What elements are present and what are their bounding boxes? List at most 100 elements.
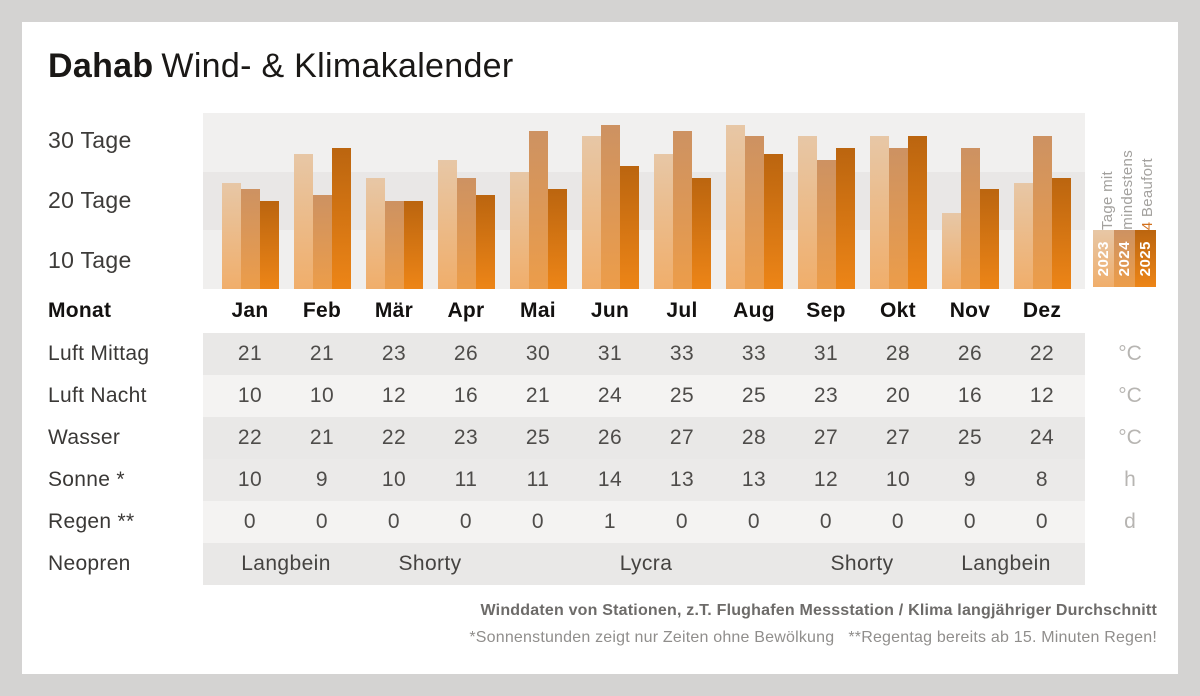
row-background [203, 375, 1085, 417]
row-cells-wasser: 22 21 22 23 25 26 27 28 27 27 25 24 [203, 417, 1085, 459]
value-sonne--aug: 13 [741, 468, 767, 491]
bar-2025-maer [403, 201, 423, 289]
row-cells-luft-mittag: 21 21 23 26 30 31 33 33 31 28 26 22 [203, 333, 1085, 375]
row-label-regen: Regen ** [48, 510, 135, 533]
value-regen--jun: 1 [603, 510, 617, 533]
neopren-segment-0-langbein: Langbein [241, 552, 331, 575]
y-axis-label-20: 20 Tage [48, 187, 132, 213]
value-regen--apr: 0 [459, 510, 473, 533]
value-sonne--feb: 9 [315, 468, 329, 491]
bar-group-jul [653, 131, 711, 289]
footer-note-rain: **Regentag bereits ab 15. Minuten Regen! [848, 629, 1157, 646]
value-luft-nacht-aug: 25 [741, 384, 767, 407]
value-luft-nacht-dez: 12 [1029, 384, 1055, 407]
bar-group-maer [365, 178, 423, 289]
table-row-sonne: Sonne * 10 9 10 11 11 14 13 13 12 10 9 8 h [22, 459, 1178, 501]
bar-group-mai [509, 131, 567, 289]
value-regen--nov: 0 [963, 510, 977, 533]
legend-caption-line-2: mindestens [1119, 150, 1136, 230]
value-luft-mittag-feb: 21 [309, 342, 335, 365]
unit-regen: d [1124, 510, 1136, 533]
bar-group-dez [1013, 136, 1071, 289]
bar-group-okt [869, 136, 927, 289]
value-luft-mittag-mai: 30 [525, 342, 551, 365]
bar-2025-jun [619, 166, 639, 289]
bar-2023-dez [1013, 183, 1033, 289]
bar-2025-okt [907, 136, 927, 289]
row-background [203, 333, 1085, 375]
value-luft-nacht-mai: 21 [525, 384, 551, 407]
legend-swatch-2025: 2025 [1135, 230, 1156, 287]
bar-group-apr [437, 160, 495, 289]
value-wasser-jun: 26 [597, 426, 623, 449]
legend-caption-line-3: 4 Beaufort [1138, 158, 1158, 230]
table-header-row: Monat Jan Feb Mär Apr Mai Jun Jul Aug Sep Okt Nov D… [22, 290, 1178, 332]
row-label-luft-nacht: Luft Nacht [48, 384, 147, 407]
y-axis-label-10: 10 Tage [48, 247, 132, 273]
month-header-jul: Jul [666, 299, 698, 322]
unit-luft-mittag: °C [1118, 342, 1142, 365]
value-luft-mittag-jun: 31 [597, 342, 623, 365]
value-regen--jan: 0 [243, 510, 257, 533]
y-axis-label-30: 30 Tage [48, 127, 132, 153]
value-regen--feb: 0 [315, 510, 329, 533]
value-wasser-okt: 27 [885, 426, 911, 449]
value-sonne--jan: 10 [237, 468, 263, 491]
bar-2024-nov [960, 148, 980, 289]
value-wasser-sep: 27 [813, 426, 839, 449]
row-background [203, 501, 1085, 543]
neopren-segment-3-shorty: Shorty [830, 552, 894, 575]
value-luft-mittag-jul: 33 [669, 342, 695, 365]
bar-2024-aug [744, 136, 764, 289]
neopren-segment-1-shorty: Shorty [398, 552, 462, 575]
month-header-cells: Jan Feb Mär Apr Mai Jun Jul Aug Sep Okt Nov Dez [203, 290, 1085, 332]
bar-2024-maer [384, 201, 404, 289]
legend-beaufort-number: 4 [1139, 221, 1156, 230]
bar-2023-maer [365, 178, 385, 289]
value-wasser-jul: 27 [669, 426, 695, 449]
bar-2025-feb [331, 148, 351, 289]
month-header-mai: Mai [520, 299, 556, 322]
value-sonne--mai: 11 [526, 468, 550, 491]
bar-2025-aug [763, 154, 783, 289]
bar-2025-dez [1051, 178, 1071, 289]
value-wasser-aug: 28 [741, 426, 767, 449]
row-background [203, 417, 1085, 459]
unit-luft-nacht: °C [1118, 384, 1142, 407]
title-brand: Dahab [48, 47, 154, 85]
legend-swatch-2024: 2024 [1114, 230, 1135, 287]
month-header-jan: Jan [231, 299, 269, 322]
month-header-feb: Feb [302, 299, 342, 322]
bar-2023-aug [725, 125, 745, 289]
header-label-monat: Monat [48, 299, 112, 322]
table-row-luft-mittag: Luft Mittag 21 21 23 26 30 31 33 33 31 28 26 22 °C [22, 333, 1178, 375]
bar-group-sep [797, 136, 855, 289]
bar-2025-sep [835, 148, 855, 289]
bar-2025-jul [691, 178, 711, 289]
title-rest: Wind- & Klimakalender [161, 47, 514, 85]
value-sonne--apr: 11 [454, 468, 478, 491]
table-row-wasser: Wasser 22 21 22 23 25 26 27 28 27 27 25 24 °C [22, 417, 1178, 459]
month-header-dez: Dez [1022, 299, 1062, 322]
value-luft-nacht-jul: 25 [669, 384, 695, 407]
row-label-wasser: Wasser [48, 426, 121, 449]
month-header-aug: Aug [733, 299, 775, 322]
row-label-neopren: Neopren [48, 552, 131, 575]
value-luft-mittag-okt: 28 [885, 342, 911, 365]
value-regen--maer: 0 [387, 510, 401, 533]
value-luft-mittag-jan: 21 [237, 342, 263, 365]
value-sonne--dez: 8 [1035, 468, 1049, 491]
unit-sonne: h [1124, 468, 1136, 491]
bar-2023-okt [869, 136, 889, 289]
row-label-sonne: Sonne * [48, 468, 125, 491]
table-row-luft-nacht: Luft Nacht 10 10 12 16 21 24 25 25 23 20 16 12 °C [22, 375, 1178, 417]
bar-2023-jul [653, 154, 673, 289]
month-header-apr: Apr [447, 299, 485, 322]
row-cells-sonne: 10 9 10 11 11 14 13 13 12 10 9 8 [203, 459, 1085, 501]
legend-beaufort-text: Beaufort [1139, 157, 1156, 222]
value-luft-nacht-apr: 16 [453, 384, 479, 407]
value-luft-nacht-jan: 10 [237, 384, 263, 407]
value-luft-nacht-feb: 10 [309, 384, 335, 407]
value-luft-mittag-apr: 26 [453, 342, 479, 365]
value-wasser-jan: 22 [237, 426, 263, 449]
